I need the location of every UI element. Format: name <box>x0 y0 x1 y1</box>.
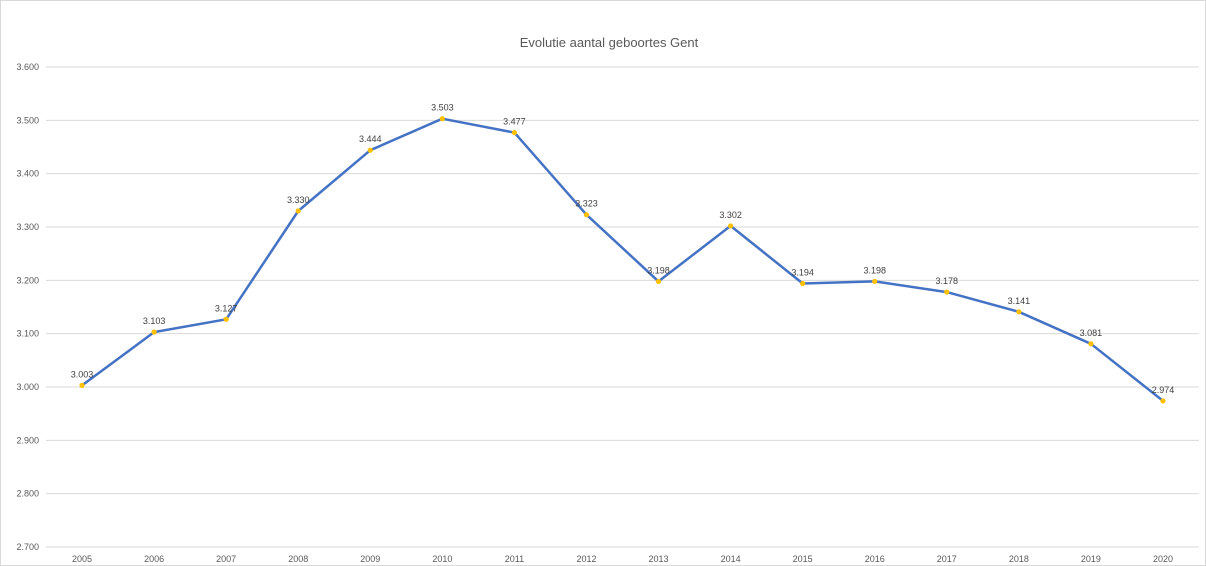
data-label: 3.003 <box>71 369 94 379</box>
y-tick-label: 2.800 <box>16 489 39 499</box>
gridlines <box>46 66 1199 548</box>
data-label: 2.974 <box>1152 385 1175 395</box>
data-labels: 3.003 3.103 3.127 3.330 3.444 3.503 3.477 3.323… <box>71 103 1174 395</box>
x-tick-label: 2014 <box>721 554 741 564</box>
y-tick-label: 3.300 <box>16 222 39 232</box>
x-tick-label: 2017 <box>937 554 957 564</box>
data-label: 3.330 <box>287 195 310 205</box>
data-label: 3.198 <box>647 265 670 275</box>
x-tick-label: 2013 <box>649 554 669 564</box>
data-point <box>79 382 85 388</box>
data-point <box>223 316 229 322</box>
data-point <box>439 116 445 122</box>
x-tick-label: 2007 <box>216 554 236 564</box>
series-line <box>81 117 1164 402</box>
data-point <box>1088 341 1094 347</box>
y-tick-label: 3.100 <box>16 329 39 339</box>
x-tick-label: 2011 <box>505 554 524 564</box>
y-tick-label: 3.600 <box>16 62 39 72</box>
x-tick-label: 2010 <box>432 554 452 564</box>
data-point <box>655 278 662 284</box>
x-tick-label: 2012 <box>576 554 596 564</box>
data-label: 3.477 <box>503 117 526 127</box>
data-point <box>1160 398 1166 404</box>
data-label: 3.444 <box>359 134 382 144</box>
data-point <box>511 130 518 136</box>
x-axis-ticks: 2005 2006 2007 2008 2009 2010 2011 2012 2013 2014… <box>72 554 1173 564</box>
y-tick-label: 3.400 <box>16 169 39 179</box>
data-point <box>367 147 373 153</box>
chart-title: Evolutie aantal geboortes Gent <box>520 35 699 50</box>
x-tick-label: 2018 <box>1009 554 1029 564</box>
data-point <box>872 278 878 284</box>
data-label: 3.503 <box>431 103 454 113</box>
data-label: 3.141 <box>1008 296 1031 306</box>
y-axis-ticks: 2.700 2.800 2.900 3.000 3.100 3.200 3.300 3.400… <box>16 62 39 552</box>
data-label: 3.127 <box>215 303 238 313</box>
data-point <box>151 329 157 335</box>
data-label: 3.198 <box>863 265 886 275</box>
x-tick-label: 2015 <box>793 554 813 564</box>
x-tick-label: 2005 <box>72 554 92 564</box>
x-tick-label: 2016 <box>865 554 885 564</box>
data-point <box>944 289 950 295</box>
data-label: 3.302 <box>719 210 742 220</box>
data-label: 3.103 <box>143 316 166 326</box>
data-point <box>727 223 734 229</box>
data-label: 3.178 <box>936 276 959 286</box>
data-label: 3.323 <box>575 199 598 209</box>
x-tick-label: 2019 <box>1081 554 1101 564</box>
y-tick-label: 2.700 <box>16 542 39 552</box>
data-point <box>800 280 806 287</box>
data-point <box>1016 309 1022 315</box>
y-tick-label: 2.900 <box>16 435 39 445</box>
x-tick-label: 2020 <box>1153 554 1173 564</box>
data-point <box>583 212 590 218</box>
x-tick-label: 2006 <box>144 554 164 564</box>
y-tick-label: 3.200 <box>16 275 39 285</box>
data-markers <box>79 116 1166 404</box>
x-tick-label: 2008 <box>288 554 308 564</box>
y-tick-label: 3.000 <box>16 382 39 392</box>
data-label: 3.194 <box>791 268 814 278</box>
data-label: 3.081 <box>1080 328 1103 338</box>
y-tick-label: 3.500 <box>16 115 39 125</box>
data-point <box>295 208 301 214</box>
x-tick-label: 2009 <box>360 554 380 564</box>
